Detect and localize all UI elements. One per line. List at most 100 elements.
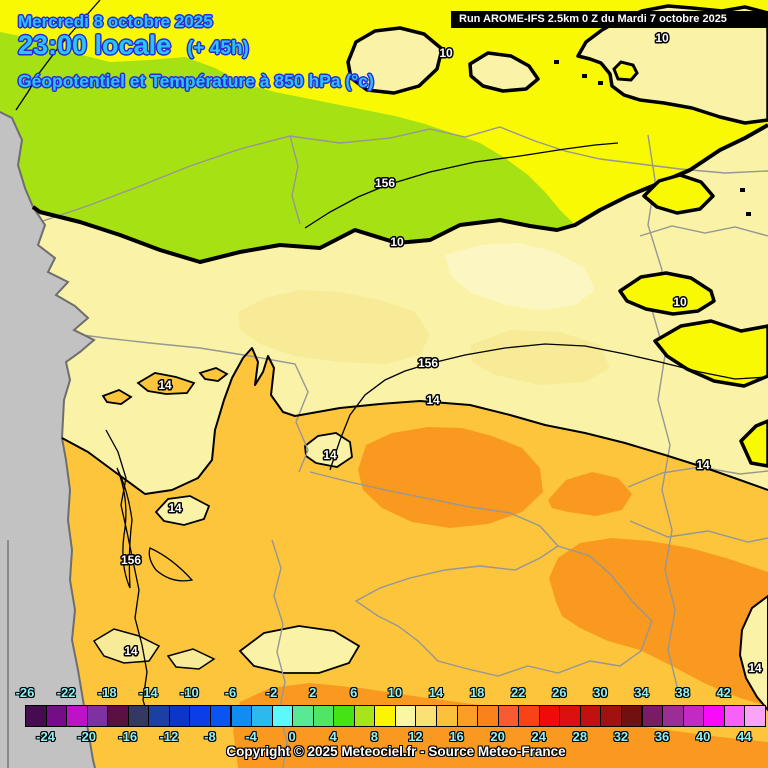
contour-label: 14 [696, 458, 710, 472]
legend-swatch [86, 705, 109, 727]
cool-pockets [346, 4, 768, 125]
legend-tick-label: -24 [36, 729, 55, 744]
warm-islands [618, 173, 768, 468]
legend-swatch [703, 705, 725, 727]
legend-swatch [189, 705, 211, 727]
legend-tick-label: 4 [329, 729, 337, 744]
legend-tick-label: 0 [288, 729, 296, 744]
orange-blob [358, 427, 543, 528]
time-label: 23:00 locale (+ 45h) [18, 30, 249, 61]
isotherm-14 [61, 347, 768, 495]
buff-loops [92, 628, 216, 670]
legend-swatch [662, 705, 684, 727]
light-patch [445, 243, 595, 310]
contour-label: 10 [439, 46, 453, 60]
yellow-hole [612, 60, 639, 82]
legend-tick-label: 30 [593, 685, 608, 700]
legend-swatch [538, 705, 561, 727]
legend-tick-label: -20 [77, 729, 97, 744]
legend-swatch [66, 705, 88, 727]
legend-tick-label: -6 [224, 685, 237, 700]
legend-tick-label: 24 [531, 729, 546, 744]
coastline [0, 111, 96, 768]
buff-patch [470, 330, 610, 385]
legend-swatch [333, 705, 355, 727]
legend-swatch [374, 705, 396, 727]
contour-label: 14 [426, 393, 440, 407]
legend-tick-label: 18 [469, 685, 485, 700]
contour-label: 14 [168, 501, 182, 515]
run-banner: Run AROME-IFS 2.5km 0 Z du Mardi 7 octob… [451, 11, 768, 28]
legend-tick-label: 36 [654, 729, 670, 744]
legend-tick-label: 22 [510, 685, 526, 700]
legend-swatch [353, 705, 376, 727]
buff-patch [238, 290, 430, 364]
legend-tick-label: 10 [387, 685, 403, 700]
pale-wedge [738, 594, 768, 712]
legend-swatch [559, 705, 581, 727]
contour-label: 156 [121, 553, 141, 567]
legend-swatch [415, 705, 437, 727]
legend-tick-label: 32 [613, 729, 629, 744]
legend-swatch [271, 705, 294, 727]
legend-tick-label: 6 [350, 685, 358, 700]
legend-swatch [744, 705, 766, 727]
copyright-label: Copyright © 2025 Meteociel.fr - Source M… [226, 744, 566, 759]
legend-tick-label: 14 [428, 685, 444, 700]
contour-labels: 10 10 10 10 156 156 14 14 14 14 14 156 14 14 [119, 30, 763, 677]
legend-swatch [45, 705, 68, 727]
legend-tick-label: 34 [634, 685, 649, 700]
legend-swatch [497, 705, 520, 727]
legend-swatch [25, 705, 47, 727]
legend-swatch [518, 705, 540, 727]
legend-tick-label: 16 [449, 729, 464, 744]
orange-blob [548, 472, 632, 516]
legend-tick-label: 20 [490, 729, 505, 744]
legend-swatch [107, 705, 129, 727]
contour-specks [554, 60, 751, 216]
legend-tick-label: 40 [695, 729, 711, 744]
legend-swatch [456, 705, 479, 727]
contour-label: 14 [124, 644, 138, 658]
legend-swatch [436, 705, 458, 727]
legend-tick-label: 26 [552, 685, 567, 700]
legend-tick-label: 8 [370, 729, 378, 744]
legend-swatch [394, 705, 417, 727]
contour-label: 10 [390, 235, 404, 249]
contour-label: 156 [375, 176, 395, 190]
legend-swatch [251, 705, 273, 727]
legend-swatch [292, 705, 314, 727]
legend-tick-label: -10 [179, 685, 199, 700]
legend-swatch [682, 705, 705, 727]
legend-tick-label: -4 [245, 729, 257, 744]
legend-swatch [209, 705, 232, 727]
legend-tick-label: 44 [737, 729, 752, 744]
legend-tick-label: -12 [159, 729, 179, 744]
orange-blob [549, 538, 768, 706]
legend-tick-label: -8 [204, 729, 216, 744]
legend-tick-label: 38 [675, 685, 690, 700]
legend-swatch [477, 705, 499, 727]
legend-swatch [168, 705, 191, 727]
legend-tick-label: -26 [15, 685, 35, 700]
legend-tick-label: -2 [265, 685, 278, 700]
contour-label: 14 [158, 378, 172, 392]
legend-tick-label: 12 [408, 729, 423, 744]
legend-swatch [230, 705, 253, 727]
contour-label: 10 [673, 295, 687, 309]
legend-swatch [127, 705, 150, 727]
legend-swatch [600, 705, 622, 727]
legend-tick-label: 2 [309, 685, 317, 700]
legend-swatch [723, 705, 746, 727]
legend-swatch [312, 705, 335, 727]
legend-swatch [641, 705, 664, 727]
contour-label: 14 [323, 448, 337, 462]
legend-tick-label: -16 [118, 729, 138, 744]
legend-tick-label: -14 [138, 685, 158, 700]
legend-swatch [620, 705, 643, 727]
legend-swatch [579, 705, 602, 727]
forecast-offset: (+ 45h) [187, 38, 249, 59]
legend-swatch [148, 705, 170, 727]
